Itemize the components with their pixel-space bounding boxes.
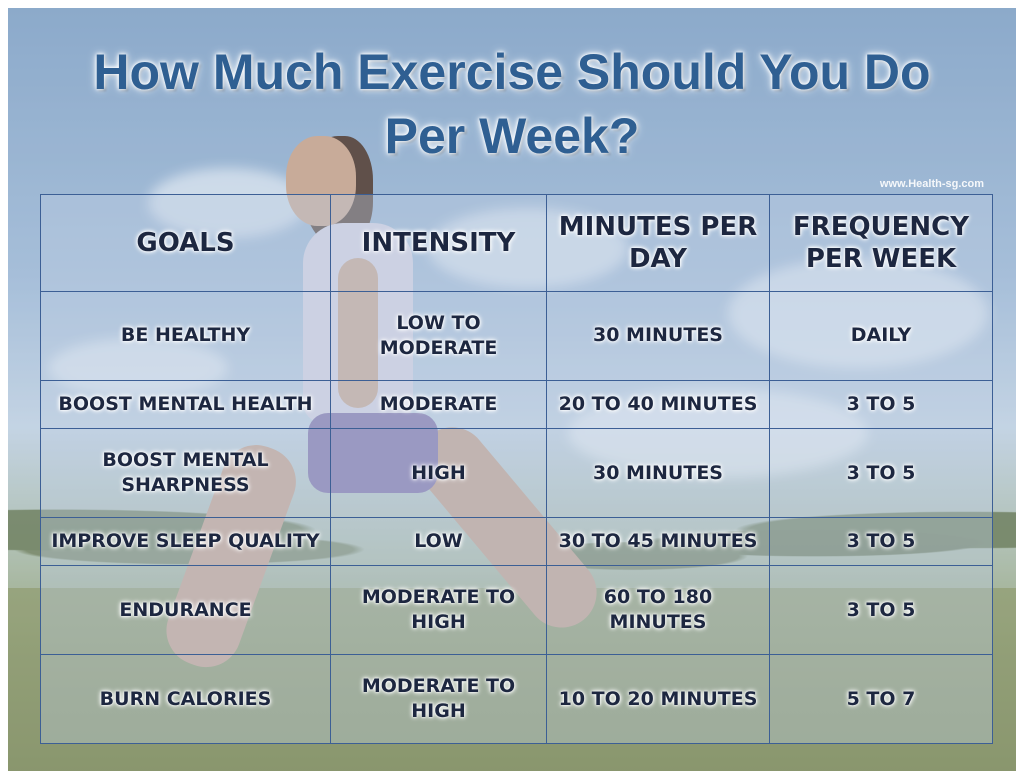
cell-goal: Improve sleep quality	[40, 516, 331, 567]
cell-goal: Burn calories	[40, 654, 331, 744]
watermark: www.Health-sg.com	[879, 178, 984, 190]
cell-minutes: 20 to 40 minutes	[546, 379, 770, 430]
cell-minutes: 60 to 180 minutes	[546, 565, 770, 656]
cell-goal: Boost mental health	[40, 379, 331, 430]
cell-goal: Boost mental sharpness	[40, 428, 331, 518]
cell-intensity: Low	[330, 516, 547, 567]
cell-minutes: 10 to 20 minutes	[546, 654, 770, 744]
cell-intensity: High	[330, 428, 547, 518]
cell-frequency: 3 to 5	[769, 428, 993, 518]
table-row: Improve sleep quality Low 30 to 45 minut…	[40, 516, 993, 567]
cell-goal: Endurance	[40, 565, 331, 656]
table-row: Endurance Moderate to high 60 to 180 min…	[40, 565, 993, 656]
table-row: Boost mental sharpness High 30 minutes 3…	[40, 428, 993, 518]
cell-frequency: 3 to 5	[769, 516, 993, 567]
table-row: Boost mental health Moderate 20 to 40 mi…	[40, 379, 993, 430]
cell-minutes: 30 minutes	[546, 291, 770, 381]
cell-intensity: Moderate to high	[330, 565, 547, 656]
cell-intensity: Moderate to high	[330, 654, 547, 744]
table-row: Be healthy Low to moderate 30 minutes Da…	[40, 291, 993, 381]
page-title: How Much Exercise Should You Do Per Week…	[0, 40, 1024, 168]
header-intensity: Intensity	[330, 194, 547, 292]
title-line-1: How Much Exercise Should You Do	[93, 44, 931, 100]
cell-frequency: 3 to 5	[769, 379, 993, 430]
cell-frequency: 3 to 5	[769, 565, 993, 656]
title-line-2: Per Week?	[384, 108, 640, 164]
table-row: Burn calories Moderate to high 10 to 20 …	[40, 654, 993, 744]
exercise-table: Goals Intensity Minutes per day Frequenc…	[40, 194, 993, 744]
cell-frequency: Daily	[769, 291, 993, 381]
header-minutes-per-day: Minutes per day	[546, 194, 770, 292]
cell-intensity: Low to moderate	[330, 291, 547, 381]
cell-frequency: 5 to 7	[769, 654, 993, 744]
cell-minutes: 30 minutes	[546, 428, 770, 518]
cell-minutes: 30 to 45 minutes	[546, 516, 770, 567]
header-goals: Goals	[40, 194, 331, 292]
header-frequency-per-week: Frequency per week	[769, 194, 993, 292]
header-row: Goals Intensity Minutes per day Frequenc…	[40, 194, 993, 292]
cell-goal: Be healthy	[40, 291, 331, 381]
cell-intensity: Moderate	[330, 379, 547, 430]
